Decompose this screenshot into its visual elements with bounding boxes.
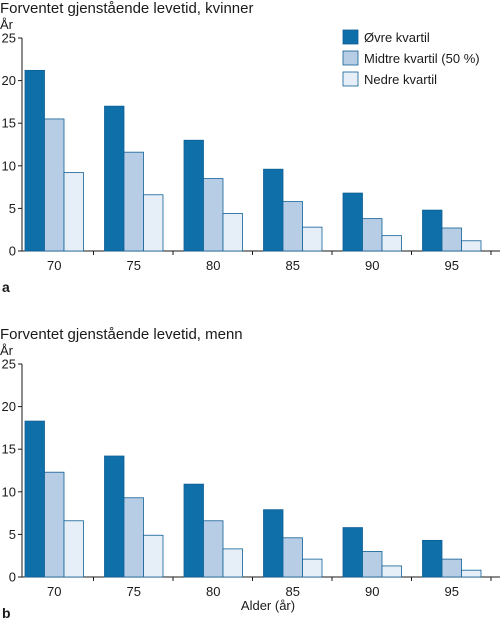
panel-label: b xyxy=(2,605,11,621)
bar-upper-quartile-95 xyxy=(423,210,443,251)
bar-middle-quartile-85 xyxy=(283,538,303,577)
x-tick-label: 80 xyxy=(206,258,220,273)
x-tick-label: 70 xyxy=(47,584,61,599)
bar-lower-quartile-90 xyxy=(382,236,402,251)
y-tick-label: 0 xyxy=(9,570,16,585)
y-tick-label: 25 xyxy=(2,31,16,46)
bar-middle-quartile-70 xyxy=(45,119,65,251)
bar-upper-quartile-90 xyxy=(343,528,363,577)
x-tick-label: 75 xyxy=(127,258,141,273)
legend-label: Nedre kvartil xyxy=(364,72,437,87)
bar-upper-quartile-80 xyxy=(184,140,204,251)
bar-lower-quartile-85 xyxy=(303,559,323,577)
bar-middle-quartile-80 xyxy=(204,179,224,251)
y-tick-label: 25 xyxy=(2,357,16,372)
bar-middle-quartile-75 xyxy=(124,152,144,251)
bar-upper-quartile-70 xyxy=(25,70,45,251)
bar-upper-quartile-75 xyxy=(105,456,125,577)
legend-swatch xyxy=(343,51,358,65)
bar-middle-quartile-95 xyxy=(442,559,462,577)
bar-middle-quartile-90 xyxy=(363,219,383,251)
bar-upper-quartile-85 xyxy=(264,510,284,577)
chart-title: Forventet gjenstående levetid, kvinner xyxy=(0,0,253,17)
y-tick-label: 15 xyxy=(2,442,16,457)
bar-lower-quartile-75 xyxy=(144,535,164,577)
y-tick-label: 0 xyxy=(9,244,16,259)
x-tick-label: 90 xyxy=(365,258,379,273)
bar-upper-quartile-75 xyxy=(105,106,125,251)
legend-label: Midtre kvartil (50 %) xyxy=(364,51,480,66)
x-tick-label: 95 xyxy=(445,584,459,599)
x-tick-label: 90 xyxy=(365,584,379,599)
bar-upper-quartile-80 xyxy=(184,484,204,577)
y-tick-label: 5 xyxy=(9,201,16,216)
bar-lower-quartile-80 xyxy=(223,214,243,251)
x-tick-label: 75 xyxy=(127,584,141,599)
bar-middle-quartile-85 xyxy=(283,202,303,251)
x-tick-label: 95 xyxy=(445,258,459,273)
x-tick-label: 85 xyxy=(286,584,300,599)
bar-upper-quartile-85 xyxy=(264,169,284,251)
bar-upper-quartile-90 xyxy=(343,193,363,251)
bar-middle-quartile-80 xyxy=(204,521,224,577)
y-tick-label: 20 xyxy=(2,73,16,88)
x-tick-label: 85 xyxy=(286,258,300,273)
bar-middle-quartile-95 xyxy=(442,228,462,251)
legend-label: Øvre kvartil xyxy=(364,30,430,45)
x-tick-label: 70 xyxy=(47,258,61,273)
bar-lower-quartile-95 xyxy=(462,241,482,251)
y-tick-label: 10 xyxy=(2,158,16,173)
chart-title: Forventet gjenstående levetid, menn xyxy=(0,326,243,343)
bar-lower-quartile-95 xyxy=(462,570,482,577)
y-tick-label: 10 xyxy=(2,484,16,499)
bar-upper-quartile-95 xyxy=(423,540,443,577)
bar-lower-quartile-70 xyxy=(64,521,84,577)
bar-middle-quartile-90 xyxy=(363,551,383,577)
y-tick-label: 20 xyxy=(2,399,16,414)
bar-middle-quartile-75 xyxy=(124,498,144,577)
x-tick-label: 80 xyxy=(206,584,220,599)
legend-swatch xyxy=(343,30,358,44)
bar-middle-quartile-70 xyxy=(45,472,65,577)
bar-lower-quartile-80 xyxy=(223,549,243,577)
bar-lower-quartile-70 xyxy=(64,173,84,251)
y-tick-label: 5 xyxy=(9,527,16,542)
bar-lower-quartile-75 xyxy=(144,195,164,251)
y-tick-label: 15 xyxy=(2,116,16,131)
bar-lower-quartile-85 xyxy=(303,227,323,251)
x-axis-label: Alder (år) xyxy=(241,598,295,613)
bar-upper-quartile-70 xyxy=(25,421,45,577)
panel-label: a xyxy=(2,279,10,295)
legend-swatch xyxy=(343,72,358,86)
bar-lower-quartile-90 xyxy=(382,566,402,577)
